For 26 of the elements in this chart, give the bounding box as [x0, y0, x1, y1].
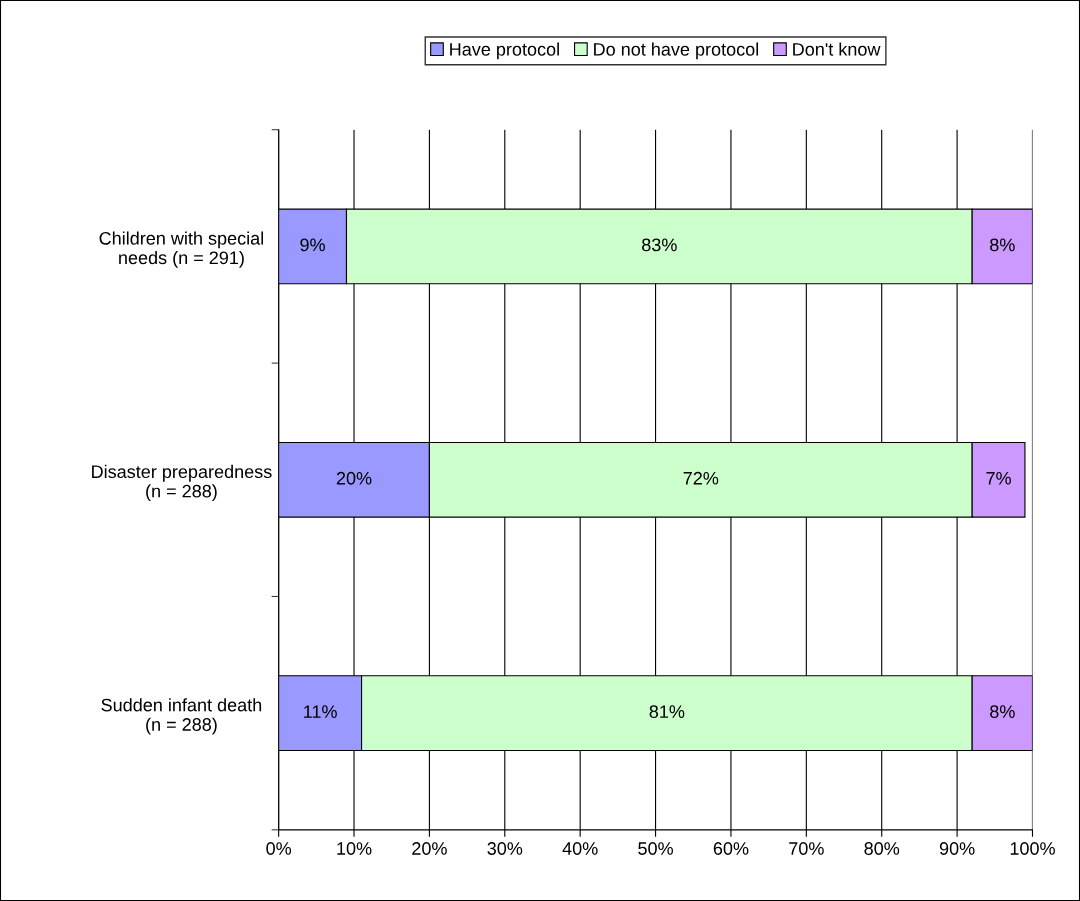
x-tick-label: 0% [266, 842, 292, 855]
data-label: 9% [300, 238, 325, 252]
y-tick-label: Disaster preparedness (n = 288) [92, 464, 272, 502]
x-tick-label: 90% [939, 842, 975, 855]
x-tick-label: 20% [412, 842, 447, 855]
data-label: 7% [986, 471, 1011, 485]
data-label: 72% [683, 471, 719, 485]
x-tick-label: 100% [1010, 842, 1055, 855]
x-tick-label: 80% [864, 842, 900, 855]
legend-label: Have protocol [450, 42, 559, 60]
legend-label: Don't know [793, 42, 881, 56]
data-label: 11% [304, 705, 337, 718]
x-tick-label: 30% [487, 842, 523, 855]
x-tick-label: 50% [638, 842, 673, 855]
data-label: 8% [990, 705, 1015, 718]
x-tick-label: 10% [337, 842, 372, 855]
data-label: 83% [642, 238, 677, 252]
data-label: 20% [336, 471, 372, 485]
data-label: 8% [990, 238, 1015, 252]
y-tick-label: Children with special needs (n = 291) [99, 231, 264, 268]
x-tick-label: 60% [713, 842, 749, 855]
x-tick-label: 40% [562, 842, 598, 855]
x-tick-label: 70% [789, 842, 824, 855]
data-label: 81% [649, 705, 685, 718]
legend-label: Do not have protocol [594, 42, 759, 60]
y-tick-label: Sudden infant death (n = 288) [101, 698, 262, 735]
